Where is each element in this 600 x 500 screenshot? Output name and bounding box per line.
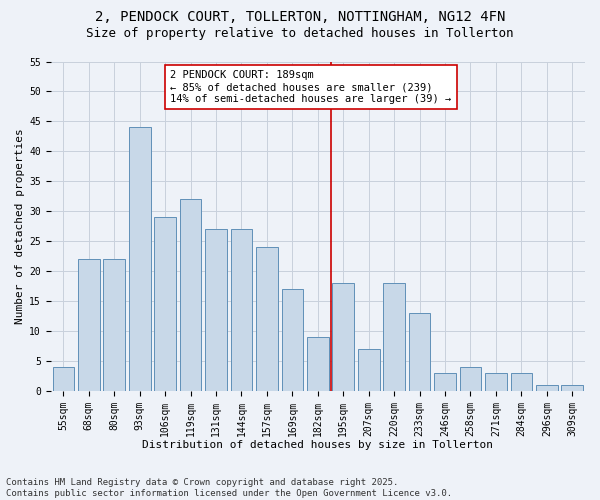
Bar xyxy=(307,337,329,391)
Bar xyxy=(78,259,100,391)
Text: Contains HM Land Registry data © Crown copyright and database right 2025.
Contai: Contains HM Land Registry data © Crown c… xyxy=(6,478,452,498)
Bar xyxy=(53,367,74,391)
X-axis label: Distribution of detached houses by size in Tollerton: Distribution of detached houses by size … xyxy=(142,440,493,450)
Text: Size of property relative to detached houses in Tollerton: Size of property relative to detached ho… xyxy=(86,28,514,40)
Bar xyxy=(485,373,507,391)
Bar xyxy=(562,385,583,391)
Bar xyxy=(383,283,405,391)
Bar xyxy=(409,313,430,391)
Bar xyxy=(536,385,557,391)
Text: 2 PENDOCK COURT: 189sqm
← 85% of detached houses are smaller (239)
14% of semi-d: 2 PENDOCK COURT: 189sqm ← 85% of detache… xyxy=(170,70,451,104)
Bar xyxy=(180,199,202,391)
Bar xyxy=(154,217,176,391)
Bar xyxy=(358,349,380,391)
Y-axis label: Number of detached properties: Number of detached properties xyxy=(15,128,25,324)
Bar xyxy=(332,283,354,391)
Bar xyxy=(230,229,252,391)
Bar xyxy=(103,259,125,391)
Bar xyxy=(281,289,303,391)
Bar xyxy=(256,247,278,391)
Bar xyxy=(460,367,481,391)
Text: 2, PENDOCK COURT, TOLLERTON, NOTTINGHAM, NG12 4FN: 2, PENDOCK COURT, TOLLERTON, NOTTINGHAM,… xyxy=(95,10,505,24)
Bar xyxy=(434,373,456,391)
Bar xyxy=(129,128,151,391)
Bar xyxy=(205,229,227,391)
Bar xyxy=(511,373,532,391)
